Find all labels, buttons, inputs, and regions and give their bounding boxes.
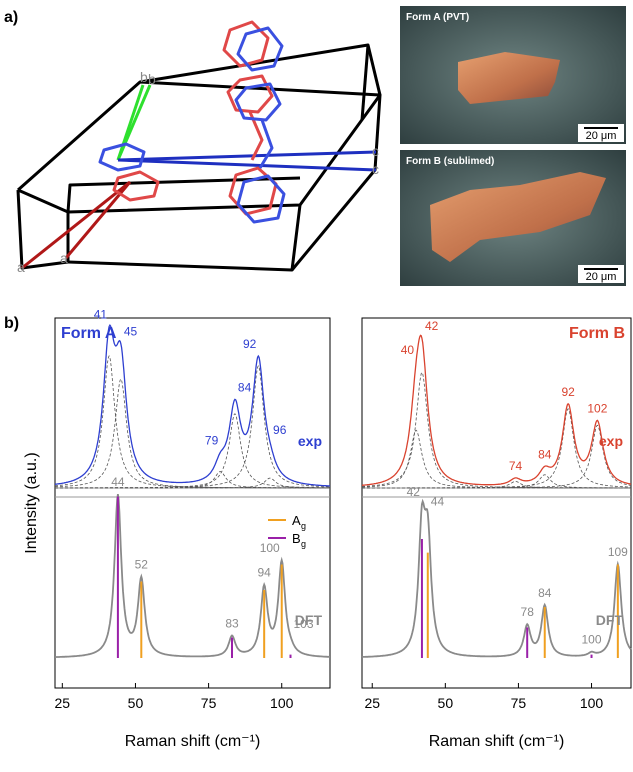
fit-component <box>54 378 330 489</box>
scale-bar: 20 μm <box>586 130 617 142</box>
legend-subscript: g <box>301 539 306 549</box>
exp-label: exp <box>298 433 322 449</box>
peak-label: 96 <box>273 423 287 437</box>
peak-label: 94 <box>257 566 271 580</box>
image-caption: Form B (sublimed) <box>406 156 494 167</box>
dft-spectrum <box>361 498 632 658</box>
peak-label: 42 <box>407 485 421 499</box>
x-tick-label: 100 <box>580 695 604 711</box>
panel-label: b) <box>4 315 19 332</box>
micrograph: Form A (PVT) 20 μm <box>400 6 626 144</box>
peak-label: 102 <box>587 401 607 415</box>
image-caption: Form A (PVT) <box>406 12 469 23</box>
peak-label: 78 <box>521 605 535 619</box>
exp-spectrum <box>54 324 331 487</box>
crystal-axis-labels: a a b b c c <box>17 69 379 275</box>
peak-label: 52 <box>135 558 149 572</box>
exp-label: exp <box>599 433 623 449</box>
peak-label: 84 <box>538 586 552 600</box>
panel-label: a) <box>4 9 18 26</box>
fit-component <box>362 424 632 489</box>
axis-label: b <box>148 71 156 87</box>
peak-label: 84 <box>238 380 252 394</box>
peak-label: 100 <box>260 541 280 555</box>
panel-title: Form B <box>569 325 625 342</box>
fit-component <box>55 477 330 489</box>
peak-label: 45 <box>124 324 138 338</box>
micrograph: Form B (sublimed) 20 μm <box>400 150 626 286</box>
legend-label: B <box>292 531 301 546</box>
fit-component <box>55 355 330 489</box>
peak-label: 103 <box>294 617 314 631</box>
peak-label: 100 <box>582 633 602 647</box>
axis-label: a <box>17 259 25 275</box>
fit-component <box>55 365 330 489</box>
fit-component <box>362 474 631 489</box>
axis-label: b <box>140 69 148 85</box>
axis-label: c <box>372 161 379 177</box>
peak-label: 41 <box>94 308 108 322</box>
x-tick-label: 25 <box>55 695 71 711</box>
x-axis-label: Raman shift (cm⁻¹) <box>429 733 565 750</box>
panel-title: Form A <box>61 325 117 342</box>
peak-label: 83 <box>225 617 239 631</box>
dft-spectrum <box>55 493 330 658</box>
peak-label: 84 <box>538 447 552 461</box>
y-axis-label: Intensity (a.u.) <box>23 452 40 553</box>
exp-spectrum <box>361 334 632 486</box>
peak-label: 44 <box>431 494 445 508</box>
crystal-structure <box>16 20 382 272</box>
peak-label: 109 <box>608 545 628 559</box>
peak-label: 44 <box>111 475 125 489</box>
x-tick-label: 100 <box>270 695 294 711</box>
axis-label: a <box>60 250 68 266</box>
legend-label: A <box>292 513 301 528</box>
fit-component <box>362 371 631 489</box>
dft-label: DFT <box>295 612 323 628</box>
x-tick-label: 50 <box>128 695 144 711</box>
fit-component <box>362 429 631 489</box>
x-tick-label: 50 <box>438 695 454 711</box>
peak-label: 74 <box>509 459 523 473</box>
x-tick-label: 75 <box>511 695 527 711</box>
plot-frame <box>54 317 331 689</box>
dft-label: DFT <box>596 612 624 628</box>
legend-subscript: g <box>301 521 306 531</box>
peak-label: 92 <box>561 385 575 399</box>
peak-label: 79 <box>205 433 219 447</box>
axis-label: c <box>372 143 379 159</box>
peak-label: 40 <box>401 343 415 357</box>
plot-frame <box>361 317 632 689</box>
x-tick-label: 25 <box>364 695 380 711</box>
x-axis-label: Raman shift (cm⁻¹) <box>125 733 261 750</box>
x-tick-label: 75 <box>201 695 217 711</box>
peak-label: 92 <box>243 337 257 351</box>
scale-bar: 20 μm <box>586 271 617 283</box>
peak-label: 42 <box>425 319 439 333</box>
